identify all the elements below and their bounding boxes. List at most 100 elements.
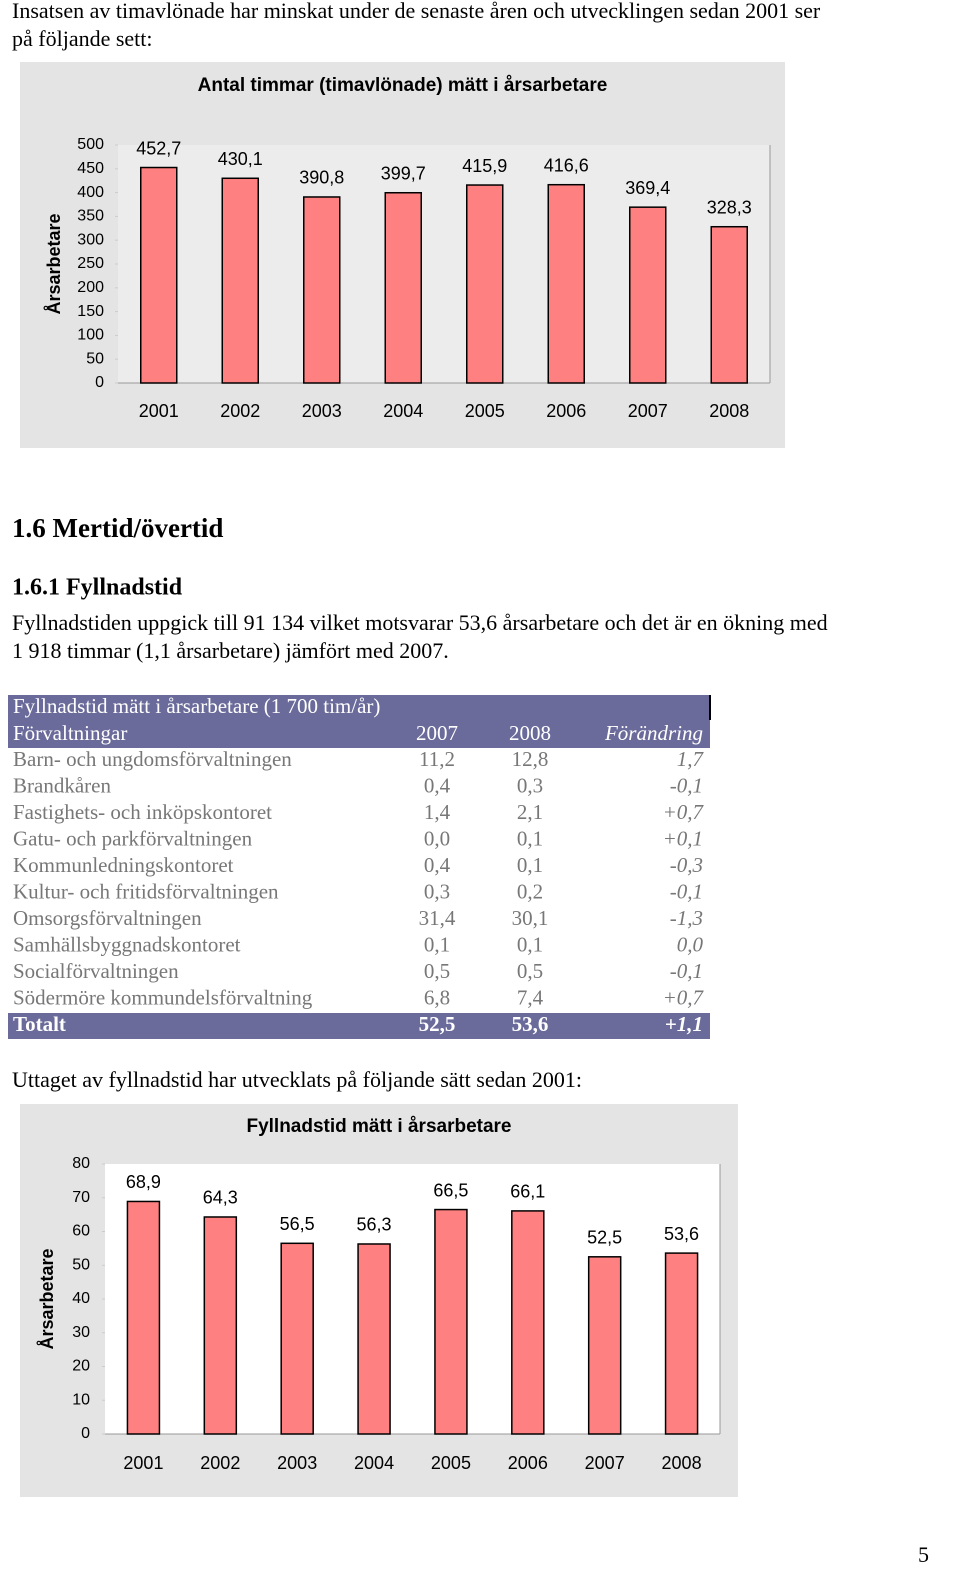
bar xyxy=(384,191,422,384)
page-number: 5 xyxy=(918,1542,929,1567)
y-tick-label: 60 xyxy=(72,1223,90,1240)
table-header-cell: 2007 xyxy=(416,721,458,745)
value-label: 66,5 xyxy=(433,1180,468,1200)
table-cell: +0,1 xyxy=(663,826,703,850)
table-cell: -0,3 xyxy=(670,853,703,877)
table-cell: 0,4 xyxy=(424,853,451,877)
x-tick-label: 2007 xyxy=(628,401,668,421)
table-cell: Gatu- och parkförvaltningen xyxy=(13,826,253,850)
bar xyxy=(466,184,504,384)
bar xyxy=(434,1208,468,1435)
y-tick-label: 20 xyxy=(72,1358,90,1375)
value-label: 430,1 xyxy=(218,149,263,169)
value-label: 328,3 xyxy=(707,197,752,217)
x-tick-label: 2005 xyxy=(431,1453,471,1473)
y-tick-label: 80 xyxy=(72,1155,90,1172)
x-tick-label: 2006 xyxy=(508,1453,548,1473)
table-cell: Socialförvaltningen xyxy=(13,959,179,983)
value-label: 66,1 xyxy=(510,1182,545,1202)
value-label: 64,3 xyxy=(203,1188,238,1208)
table-cell: Omsorgsförvaltningen xyxy=(13,906,202,930)
table-cell: 0,0 xyxy=(424,826,450,850)
table-cell: 30,1 xyxy=(512,906,549,930)
table-cell: Brandkåren xyxy=(13,773,111,797)
value-label: 68,9 xyxy=(126,1172,161,1192)
table-cell: -0,1 xyxy=(670,773,703,797)
table-cell: -0,1 xyxy=(670,959,703,983)
x-tick-label: 2007 xyxy=(585,1453,625,1473)
table-cell: +0,7 xyxy=(663,985,705,1009)
x-tick-label: 2001 xyxy=(139,401,179,421)
bar xyxy=(126,1200,161,1435)
x-tick-label: 2003 xyxy=(302,401,342,421)
bar xyxy=(587,1256,622,1435)
subheading: 1.6.1 Fyllnadstid xyxy=(12,575,183,601)
table-total-bg xyxy=(8,1013,710,1039)
table-cell: 0,1 xyxy=(517,826,543,850)
table-cell: Kommunledningskontoret xyxy=(13,853,234,877)
x-tick-label: 2004 xyxy=(354,1453,394,1473)
table-cell: 1,7 xyxy=(677,747,705,771)
table-cell: 0,5 xyxy=(424,959,450,983)
plot-area xyxy=(105,1164,720,1434)
table-header-bg xyxy=(8,695,710,748)
y-tick-label: 0 xyxy=(81,1425,90,1442)
y-tick-label: 150 xyxy=(77,303,104,320)
paragraph-line: Fyllnadstiden uppgick till 91 134 vilket… xyxy=(12,610,828,635)
chart-title: Fyllnadstid mätt i årsarbetare xyxy=(246,1116,511,1137)
y-axis-label: Årsarbetare xyxy=(37,1248,57,1349)
y-tick-label: 30 xyxy=(72,1324,90,1341)
x-tick-label: 2004 xyxy=(383,401,423,421)
table-total-cell: Totalt xyxy=(13,1012,66,1036)
bar xyxy=(629,206,667,384)
table-cell: -1,3 xyxy=(670,906,703,930)
table-total-cell: 53,6 xyxy=(512,1012,549,1036)
x-tick-label: 2002 xyxy=(220,401,260,421)
chart-title: Antal timmar (timavlönade) mätt i årsarb… xyxy=(198,75,608,96)
table-header-cell: Förändring xyxy=(604,721,703,745)
table-cell: 7,4 xyxy=(517,985,544,1009)
y-tick-label: 500 xyxy=(77,136,104,153)
table-cell: 1,4 xyxy=(424,800,451,824)
table-cell: 0,2 xyxy=(517,879,543,903)
table-cell: 11,2 xyxy=(419,747,455,771)
table-cell: Samhällsbyggnadskontoret xyxy=(13,932,241,956)
heading: 1.6 Mertid/övertid xyxy=(12,513,223,543)
y-tick-label: 70 xyxy=(72,1189,90,1206)
table-cell: 31,4 xyxy=(419,906,456,930)
x-tick-label: 2001 xyxy=(123,1453,163,1473)
paragraph-line: 1 918 timmar (1,1 årsarbetare) jämfört m… xyxy=(12,638,449,663)
table-total-cell: 52,5 xyxy=(419,1012,456,1036)
y-tick-label: 50 xyxy=(72,1256,90,1273)
y-tick-label: 400 xyxy=(77,184,104,201)
table-cell: Södermöre kommundelsförvaltning xyxy=(13,985,313,1009)
table-cell: +0,7 xyxy=(663,800,705,824)
table-cell: Barn- och ungdomsförvaltningen xyxy=(13,747,292,771)
bar xyxy=(280,1242,314,1435)
table-cell: 12,8 xyxy=(512,747,549,771)
table-cell: Fastighets- och inköpskontoret xyxy=(13,800,272,824)
table-title: Fyllnadstid mätt i årsarbetare (1 700 ti… xyxy=(13,694,380,718)
outro: Uttaget av fyllnadstid har utvecklats på… xyxy=(12,1067,582,1092)
table-header-cell: 2008 xyxy=(509,721,551,745)
y-tick-label: 200 xyxy=(77,279,104,296)
plot-area xyxy=(118,145,770,383)
table-cell: 0,1 xyxy=(517,853,543,877)
table-total-cell: +1,1 xyxy=(665,1012,703,1036)
value-label: 390,8 xyxy=(299,168,344,188)
y-tick-label: 50 xyxy=(86,350,104,367)
bar xyxy=(710,225,748,384)
bar xyxy=(547,183,585,384)
x-tick-label: 2003 xyxy=(277,1453,317,1473)
y-tick-label: 350 xyxy=(77,208,104,225)
bar xyxy=(664,1252,699,1435)
bar xyxy=(203,1216,238,1435)
table-cell: 0,0 xyxy=(677,932,704,956)
table-cell: Kultur- och fritidsförvaltningen xyxy=(13,879,279,903)
value-label: 399,7 xyxy=(381,163,426,183)
value-label: 415,9 xyxy=(462,156,507,176)
value-label: 416,6 xyxy=(544,155,589,175)
table-cell: 0,1 xyxy=(517,932,543,956)
value-label: 52,5 xyxy=(587,1228,622,1248)
